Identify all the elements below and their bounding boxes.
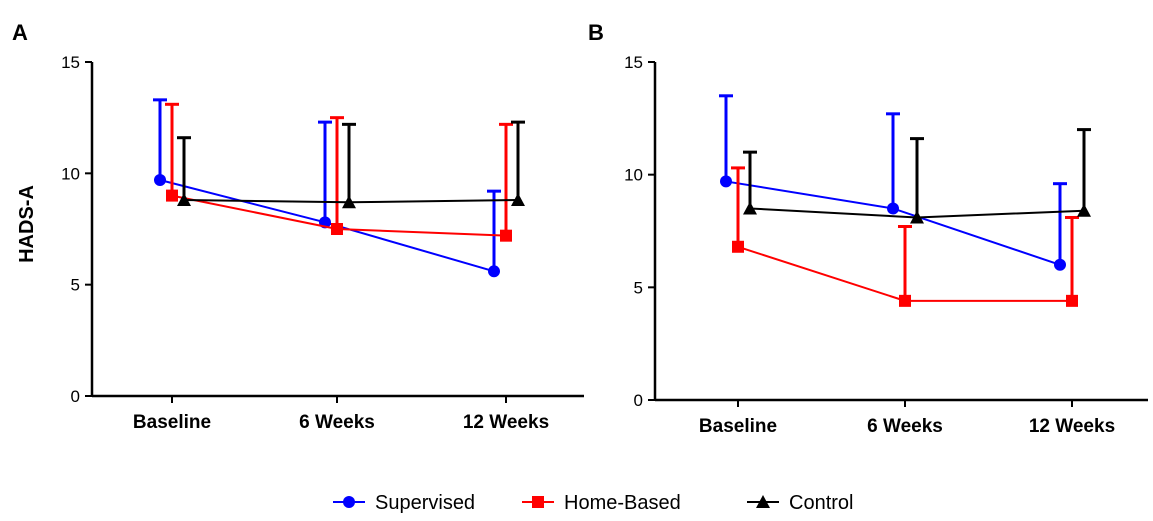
series-supervised [153, 98, 501, 278]
y-tick-label: 5 [71, 276, 80, 295]
y-tick-label: 15 [624, 53, 643, 72]
x-tick-label: Baseline [699, 416, 777, 437]
data-point [488, 265, 500, 278]
legend-label: Control [789, 492, 853, 514]
y-tick-label: 0 [634, 391, 643, 410]
legend-marker [343, 496, 355, 508]
panel-a: A HADS-A 0 5 10 15 Baseline 6 Weeks 12 Weeks [12, 20, 584, 433]
data-point [899, 294, 911, 307]
x-tick-label: 12 Weeks [1029, 416, 1115, 437]
panel-letter-b: B [588, 20, 604, 45]
data-point [1066, 294, 1078, 307]
x-tick-label: 12 Weeks [463, 412, 549, 433]
series-home-based [165, 102, 513, 242]
x-tick-label: 6 Weeks [867, 416, 943, 437]
data-point [154, 174, 166, 187]
legend-marker [532, 496, 544, 508]
y-tick-label: 10 [61, 164, 80, 183]
legend-label: Home-Based [564, 492, 681, 514]
legend-item-control: Control [747, 492, 853, 514]
panel-letter-a: A [12, 20, 28, 45]
y-tick-label: 10 [624, 166, 643, 185]
legend-label: Supervised [375, 492, 475, 514]
legend-marker [756, 495, 770, 508]
legend-item-supervised: Supervised [333, 492, 475, 514]
series-control [177, 120, 525, 209]
x-tick-label: 6 Weeks [299, 412, 375, 433]
data-point [910, 210, 924, 224]
data-point [177, 193, 191, 207]
series-control [743, 128, 1091, 224]
data-point [732, 240, 744, 253]
data-point [511, 193, 525, 207]
data-point [500, 229, 512, 242]
data-point [1054, 258, 1066, 271]
data-point [887, 202, 899, 215]
series-supervised [719, 94, 1067, 271]
legend-item-home-based: Home-Based [522, 492, 681, 514]
y-tick-label: 0 [71, 387, 80, 406]
y-axis-title: HADS-A [16, 185, 38, 263]
data-point [331, 223, 343, 235]
y-tick-label: 15 [61, 53, 80, 72]
data-point [720, 175, 732, 188]
y-tick-label: 5 [634, 278, 643, 297]
series-home-based [731, 166, 1079, 307]
legend: Supervised Home-Based Control [333, 492, 853, 514]
data-point [743, 201, 757, 215]
data-point [1077, 203, 1091, 217]
data-point [166, 189, 178, 202]
data-point [342, 195, 356, 209]
x-tick-label: Baseline [133, 412, 211, 433]
panel-b: B 0 5 10 15 Baseline 6 Weeks 12 Weeks [588, 20, 1148, 437]
